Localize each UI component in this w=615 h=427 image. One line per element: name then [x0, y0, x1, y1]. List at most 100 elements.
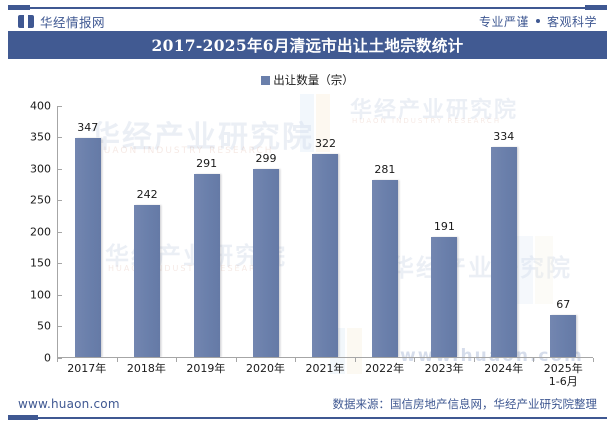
bar-slot: 281	[355, 106, 414, 357]
x-axis-label: 2017年	[57, 362, 117, 388]
y-axis-tick-label: 300	[30, 162, 51, 175]
x-axis-label: 2019年	[176, 362, 236, 388]
footer-divider	[0, 415, 615, 420]
bar-slot: 242	[117, 106, 176, 357]
bar-slot: 299	[236, 106, 295, 357]
y-axis-tick-mark	[58, 168, 62, 170]
bar-value-label: 242	[136, 187, 158, 201]
legend-swatch-icon	[261, 75, 271, 85]
y-axis-tick-label: 250	[30, 193, 51, 207]
y-axis-tick-label: 0	[44, 351, 51, 364]
x-axis-label-line: 1-6月	[548, 375, 578, 388]
x-axis-ticks	[57, 358, 594, 366]
page-title: 2017-2025年6月清远市出让土地宗数统计	[151, 36, 464, 55]
bullet-dot-icon	[535, 19, 540, 23]
bar[interactable]: 347	[74, 121, 101, 357]
x-axis-tick-mark	[473, 358, 475, 362]
bar-value-label: 299	[255, 151, 277, 165]
plot-area: 347 242 291 299 322 281 191 334 67 0 50 100 150 200 2…	[30, 99, 593, 364]
y-axis-tick-label: 100	[30, 288, 51, 301]
page-header: 华经情报网 专业严谨 客观科学	[0, 11, 615, 31]
y-axis-tick-label: 50	[37, 319, 51, 333]
tagline: 专业严谨 客观科学	[479, 13, 597, 30]
brand: 华经情报网	[18, 12, 105, 31]
y-axis-tick-mark	[58, 357, 62, 359]
x-axis-label: 2021年	[295, 362, 355, 388]
x-axis-tick-mark	[176, 358, 178, 362]
x-axis-label-line: 2018年	[126, 362, 166, 375]
x-axis-label: 2020年	[236, 362, 296, 388]
x-axis-label-line: 2024年	[484, 362, 524, 375]
x-axis-label-line: 2023年	[424, 362, 464, 375]
bar-slot: 322	[296, 106, 355, 357]
x-axis-label: 2022年	[355, 362, 415, 388]
y-axis-tick-mark	[58, 326, 62, 327]
bar-value-label: 334	[493, 129, 515, 143]
bar[interactable]: 322	[312, 137, 339, 357]
tagline-right: 客观科学	[546, 14, 597, 29]
x-axis-label-line: 2017年	[67, 362, 107, 375]
y-axis-tick-label: 350	[30, 130, 51, 144]
x-axis-label: 2024年	[474, 362, 534, 388]
chart-legend: 出让数量（宗）	[0, 72, 615, 88]
footer-source: 数据来源：国信房地产信息网，华经产业研究院整理	[332, 397, 598, 411]
y-axis-tick-label: 150	[30, 256, 51, 270]
tagline-left: 专业严谨	[478, 14, 529, 29]
x-axis-tick-mark	[295, 358, 297, 362]
bar-value-label: 191	[433, 219, 455, 233]
bar-slot: 67	[534, 106, 593, 357]
x-axis-label-line: 2025年	[543, 362, 583, 375]
x-axis-label: 2023年	[414, 362, 474, 388]
x-axis-tick-mark	[414, 358, 416, 362]
top-divider-line	[8, 7, 607, 9]
y-axis-tick-mark	[58, 294, 62, 296]
bar[interactable]: 191	[431, 220, 458, 357]
x-axis-label-line: 2022年	[365, 362, 405, 375]
top-divider	[0, 5, 615, 11]
footer-divider-line	[8, 417, 607, 419]
y-axis-tick-mark	[58, 231, 62, 233]
y-axis-tick-label: 200	[30, 225, 51, 238]
top-divider-cap-right	[585, 5, 607, 10]
x-axis-label-line: 2019年	[186, 362, 226, 375]
x-axis-tick-mark	[57, 358, 58, 362]
y-axis-tick-mark	[58, 263, 62, 264]
x-axis-labels: 2017年 2018年 2019年 2020年 2021年 2022年 2023年 2024年…	[57, 362, 593, 388]
x-axis-label: 2025年 1-6月	[534, 362, 594, 388]
bar-value-label: 322	[314, 137, 336, 151]
bar-value-label: 67	[556, 297, 571, 311]
y-axis-tick-mark	[58, 105, 62, 107]
x-axis-tick-mark	[354, 358, 356, 362]
x-axis-label: 2018年	[117, 362, 177, 388]
bar-slot: 291	[177, 106, 236, 357]
title-bar: 2017-2025年6月清远市出让土地宗数统计	[8, 31, 607, 59]
x-axis-tick-mark	[593, 358, 594, 362]
bar-slot: 191	[415, 106, 474, 357]
y-axis-tick-mark	[58, 200, 62, 201]
bar-slot: 334	[474, 106, 533, 357]
bar[interactable]: 242	[134, 188, 161, 357]
footer-divider-cap-left	[8, 415, 38, 420]
bar[interactable]: 281	[371, 163, 398, 357]
bar[interactable]: 291	[193, 157, 220, 357]
bar-value-label: 291	[196, 156, 218, 170]
legend-label: 出让数量（宗）	[273, 73, 354, 87]
bar-value-label: 347	[77, 121, 99, 135]
bar-series: 347 242 291 299 322 281 191 334 67	[58, 106, 593, 357]
open-book-icon	[18, 14, 34, 28]
bar[interactable]: 299	[253, 152, 280, 357]
top-divider-cap-left	[8, 5, 30, 10]
y-axis-tick-mark	[58, 137, 62, 138]
bar-slot: 347	[58, 106, 117, 357]
footer-url[interactable]: www.huaon.com	[18, 397, 120, 411]
x-axis-tick-mark	[533, 358, 535, 362]
bar[interactable]: 334	[490, 130, 517, 357]
x-axis-label-line: 2021年	[305, 362, 345, 375]
bar-value-label: 281	[374, 162, 396, 176]
brand-name: 华经情报网	[40, 14, 106, 30]
page-footer: www.huaon.com 数据来源：国信房地产信息网，华经产业研究院整理	[0, 393, 615, 415]
x-axis-label-line: 2020年	[245, 362, 285, 375]
chart-area: 华经产业研究院 HUAON INDUSTRY RESEARCH 华经产业研究院 …	[0, 94, 615, 388]
bar[interactable]: 67	[550, 298, 577, 357]
